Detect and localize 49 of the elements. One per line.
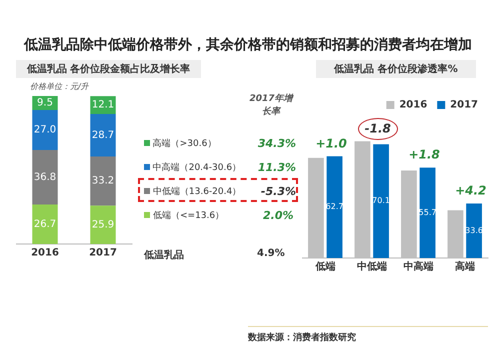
bar xyxy=(90,96,116,114)
text: 34.3% xyxy=(258,136,296,150)
text: -5.3% xyxy=(260,184,296,198)
data-label: 62.7 xyxy=(326,202,344,212)
bar xyxy=(90,114,116,157)
annotation: +1.8 xyxy=(408,148,440,162)
annotation: -1.8 xyxy=(364,121,391,136)
bar xyxy=(32,204,58,244)
x-tick-label: 中低端 xyxy=(356,260,387,273)
bar xyxy=(32,150,58,204)
x-tick-label: 高端 xyxy=(454,260,475,273)
bar xyxy=(90,156,116,206)
data-label: 27.0 xyxy=(34,124,56,136)
data-label: 12.1 xyxy=(92,100,114,111)
text: 低温乳品 xyxy=(144,248,185,262)
chart-subtitle: 低温乳品 各价位段金额占比及增长率 xyxy=(16,60,201,78)
bar xyxy=(32,110,58,150)
data-label: 26.7 xyxy=(34,218,56,230)
data-label: 33.2 xyxy=(92,176,114,187)
text: 2017年增长率 xyxy=(248,92,295,118)
data-label: 33.6 xyxy=(465,226,483,235)
data-label: 70.1 xyxy=(372,196,390,206)
bar xyxy=(373,144,389,258)
legend-label: 中低端（13.6-20.4） xyxy=(152,186,242,198)
x-tick-label: 中高端 xyxy=(403,260,434,273)
bar xyxy=(466,203,482,258)
data-label: 28.7 xyxy=(92,130,114,141)
legend-label: 2016 xyxy=(399,100,428,111)
annotation: +1.0 xyxy=(316,136,347,150)
text: 价格单位：元/升 xyxy=(30,81,90,92)
legend-label: 高端（>30.6） xyxy=(152,138,218,150)
bar xyxy=(420,168,436,258)
chart-subtitle: 低温乳品 各价位段渗透率% xyxy=(316,60,476,78)
x-tick-label: 低端 xyxy=(314,260,336,273)
data-label: 9.5 xyxy=(37,98,53,109)
data-label: 36.8 xyxy=(34,172,56,183)
bar xyxy=(326,156,342,258)
text: 低温乳品除中低端价格带外，其余价格带的销额和招募的消费者均在增加 xyxy=(24,36,473,54)
legend-label: 2017 xyxy=(450,100,478,111)
source-note: 数据来源：消费者指数研究 xyxy=(248,333,356,343)
annotation: +4.2 xyxy=(455,184,486,198)
legend-label: 低端（<=13.6） xyxy=(153,210,226,222)
bar xyxy=(90,206,116,244)
text: 4.9% xyxy=(257,248,285,261)
text: 2.0% xyxy=(263,208,294,222)
data-label: 55.7 xyxy=(418,208,436,217)
data-label: 25.9 xyxy=(92,219,114,230)
legend-label: 中高端（20.4-30.6） xyxy=(152,162,242,174)
text: 11.3% xyxy=(258,160,296,174)
